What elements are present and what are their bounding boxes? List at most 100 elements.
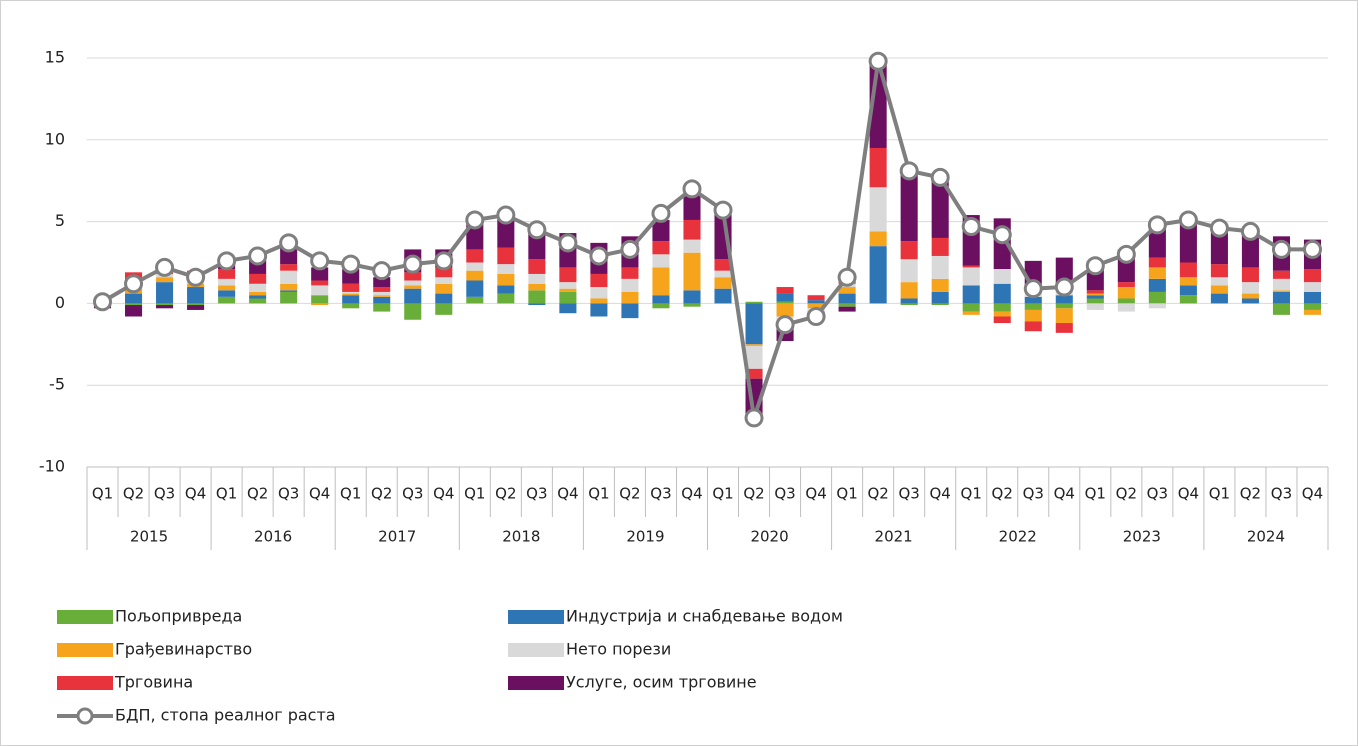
bar-segment	[559, 282, 577, 289]
bar-segment	[621, 303, 639, 319]
bar-segment	[993, 303, 1011, 312]
bar-segment	[1055, 323, 1073, 333]
x-tick-label: Q2	[1240, 485, 1261, 503]
gdp-marker	[961, 217, 981, 237]
gdp-marker	[868, 51, 888, 71]
gdp-marker	[279, 233, 299, 253]
bar-segment	[1055, 303, 1073, 309]
bar-segment	[931, 278, 949, 292]
gdp-marker	[651, 203, 671, 223]
bar-segment	[528, 290, 546, 304]
bar-segment	[218, 278, 236, 286]
bar-segment	[962, 285, 980, 304]
bar-segment	[745, 303, 763, 345]
x-tick-label: Q4	[805, 485, 826, 503]
bar-segment	[931, 255, 949, 279]
bar-segment	[156, 305, 174, 309]
bar-segment	[342, 283, 360, 292]
bar-segment	[962, 267, 980, 286]
bar-segment	[466, 296, 484, 304]
bar-segment	[559, 267, 577, 283]
bar-segment	[1148, 291, 1166, 304]
legend-label: Трговина	[114, 673, 193, 692]
gdp-marker	[310, 251, 330, 271]
bar-segment	[280, 290, 298, 292]
bar-segment	[838, 293, 856, 304]
bar-segment	[993, 311, 1011, 317]
bar-segment	[1179, 277, 1197, 286]
bar-segment	[1303, 309, 1322, 315]
bar-segment	[435, 283, 453, 294]
bar-segment	[435, 267, 453, 278]
bar-segment	[900, 303, 918, 306]
gdp-marker	[403, 254, 423, 274]
gdp-marker	[248, 246, 268, 266]
bar-segment	[404, 272, 422, 281]
gdp-marker	[341, 254, 361, 274]
bar-segment	[931, 237, 949, 256]
bar-segment	[1272, 290, 1290, 292]
bar-segment	[683, 290, 701, 304]
bar-segment	[311, 280, 329, 286]
gdp-marker	[1302, 239, 1322, 259]
bar-segment	[1303, 282, 1322, 292]
bar-segment	[373, 296, 391, 304]
gdp-marker	[1178, 210, 1198, 230]
bar-segment	[1303, 303, 1322, 310]
bar-segment	[931, 303, 949, 306]
bar-segment	[1117, 282, 1135, 288]
x-tick-label: Q4	[930, 485, 951, 503]
bar-segment	[1303, 269, 1322, 283]
gdp-marker	[775, 315, 795, 335]
bar-segment	[342, 295, 360, 304]
gdp-marker	[434, 251, 454, 271]
gdp-marker	[1054, 277, 1074, 297]
gdp-marker	[1023, 279, 1043, 299]
bar-segment	[404, 303, 422, 320]
bar-segment	[187, 287, 205, 304]
gdp-marker	[682, 179, 702, 199]
bar-segment	[1024, 321, 1042, 332]
x-tick-label: Q2	[867, 485, 888, 503]
bar-segment	[745, 301, 763, 304]
bar-segment	[373, 291, 391, 296]
x-tick-label: Q4	[1178, 485, 1199, 503]
bar-segment	[590, 303, 608, 317]
gdp-marker	[558, 233, 578, 253]
bar-segment	[342, 293, 360, 296]
bar-segment	[1210, 229, 1228, 265]
bar-segment	[466, 280, 484, 297]
x-tick-label: Q1	[340, 485, 361, 503]
bar-segment	[1117, 298, 1135, 304]
gdp-marker	[465, 210, 485, 230]
bar-segment	[900, 241, 918, 260]
bar-segment	[218, 285, 236, 291]
bar-segment	[621, 267, 639, 279]
bar-segment	[745, 368, 763, 379]
bar-segment	[1210, 277, 1228, 286]
bar-segment	[1272, 270, 1290, 279]
bar-segment	[1086, 293, 1104, 296]
x-tick-label: Q2	[992, 485, 1013, 503]
bar-segment	[342, 269, 360, 284]
year-label: 2019	[626, 528, 664, 546]
bar-segment	[187, 305, 205, 310]
bar-segment	[1303, 291, 1322, 304]
bar-segment	[590, 273, 608, 288]
bar-segment	[993, 269, 1011, 284]
bar-segment	[776, 287, 794, 294]
bar-segment	[714, 277, 732, 289]
x-tick-label: Q2	[371, 485, 392, 503]
x-tick-label: Q1	[92, 485, 113, 503]
bar-segment	[528, 283, 546, 291]
x-tick-label: Q3	[774, 485, 795, 503]
bar-segment	[652, 267, 670, 296]
x-tick-label: Q1	[588, 485, 609, 503]
x-tick-label: Q4	[1054, 485, 1075, 503]
gdp-marker	[589, 246, 609, 266]
legend-label: Услуге, осим трговине	[566, 673, 757, 692]
gdp-marker	[1147, 215, 1167, 235]
x-tick-label: Q2	[619, 485, 640, 503]
bar-segment	[280, 291, 298, 304]
